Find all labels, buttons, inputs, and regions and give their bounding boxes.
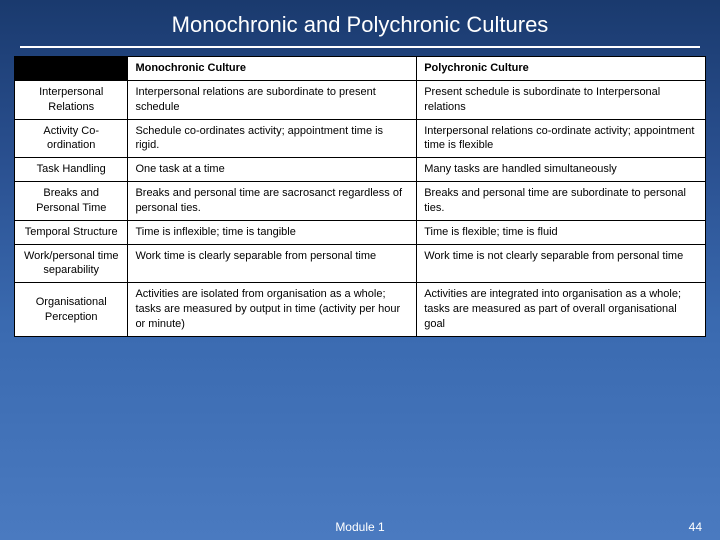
cell-mono: Time is inflexible; time is tangible [128, 220, 417, 244]
row-label: Work/personal time separability [15, 244, 128, 283]
cell-mono: One task at a time [128, 158, 417, 182]
cell-mono: Work time is clearly separable from pers… [128, 244, 417, 283]
cell-poly: Activities are integrated into organisat… [417, 283, 706, 337]
cell-poly: Work time is not clearly separable from … [417, 244, 706, 283]
row-label: Activity Co-ordination [15, 119, 128, 158]
cell-poly: Interpersonal relations co-ordinate acti… [417, 119, 706, 158]
slide-title: Monochronic and Polychronic Cultures [0, 0, 720, 46]
cell-mono: Breaks and personal time are sacrosanct … [128, 182, 417, 221]
page-number: 44 [689, 520, 702, 534]
table-row: Organisational Perception Activities are… [15, 283, 706, 337]
table-container: Monochronic Culture Polychronic Culture … [0, 56, 720, 337]
table-row: Temporal Structure Time is inflexible; t… [15, 220, 706, 244]
row-label: Organisational Perception [15, 283, 128, 337]
row-label: Task Handling [15, 158, 128, 182]
cell-poly: Breaks and personal time are subordinate… [417, 182, 706, 221]
footer-module: Module 1 [0, 520, 720, 534]
cell-mono: Activities are isolated from organisatio… [128, 283, 417, 337]
table-row: Breaks and Personal Time Breaks and pers… [15, 182, 706, 221]
header-monochronic: Monochronic Culture [128, 57, 417, 81]
title-divider [20, 46, 700, 48]
cell-mono: Schedule co-ordinates activity; appointm… [128, 119, 417, 158]
row-label: Interpersonal Relations [15, 80, 128, 119]
table-row: Interpersonal Relations Interpersonal re… [15, 80, 706, 119]
cell-mono: Interpersonal relations are subordinate … [128, 80, 417, 119]
header-polychronic: Polychronic Culture [417, 57, 706, 81]
header-corner [15, 57, 128, 81]
table-row: Work/personal time separability Work tim… [15, 244, 706, 283]
cell-poly: Present schedule is subordinate to Inter… [417, 80, 706, 119]
culture-table: Monochronic Culture Polychronic Culture … [14, 56, 706, 337]
cell-poly: Time is flexible; time is fluid [417, 220, 706, 244]
row-label: Temporal Structure [15, 220, 128, 244]
table-row: Activity Co-ordination Schedule co-ordin… [15, 119, 706, 158]
table-row: Task Handling One task at a time Many ta… [15, 158, 706, 182]
row-label: Breaks and Personal Time [15, 182, 128, 221]
cell-poly: Many tasks are handled simultaneously [417, 158, 706, 182]
